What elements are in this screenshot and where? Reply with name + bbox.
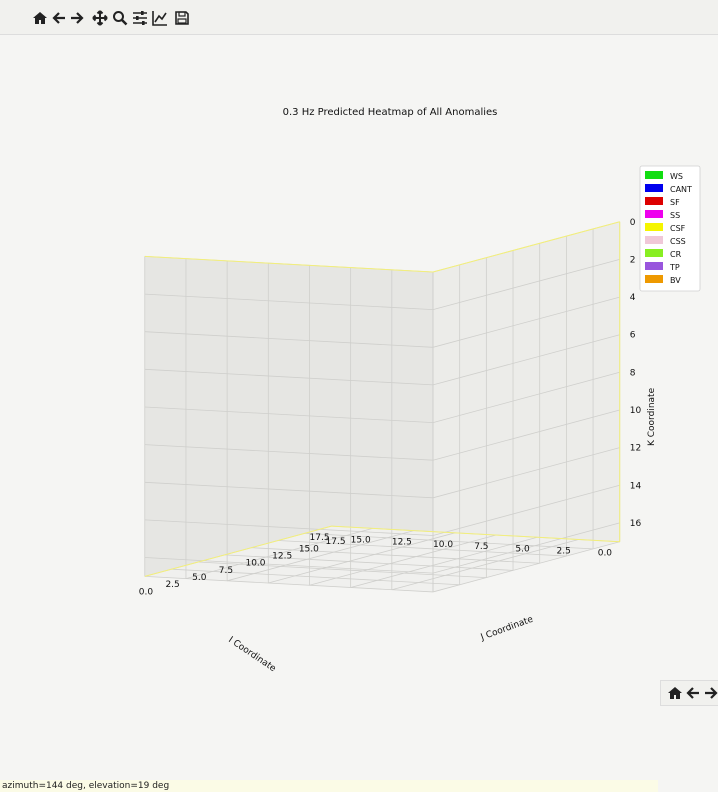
legend-label: CSF bbox=[670, 224, 686, 233]
chart-panes bbox=[144, 221, 620, 592]
secondary-toolbar bbox=[660, 680, 718, 706]
k-tick-label: 0 bbox=[630, 218, 636, 228]
k-tick-label: 14 bbox=[630, 481, 642, 491]
grid-line bbox=[227, 530, 414, 582]
legend-label: CR bbox=[670, 250, 682, 259]
grid-line bbox=[171, 568, 460, 586]
k-tick-label: 6 bbox=[630, 331, 636, 341]
grid-line bbox=[268, 532, 456, 584]
grid-line bbox=[144, 259, 620, 311]
j-tick-label: 2.5 bbox=[165, 580, 179, 590]
home-icon[interactable] bbox=[30, 8, 50, 28]
grid-line bbox=[278, 540, 567, 557]
i-tick-label: 15.0 bbox=[351, 535, 371, 545]
axis-edge bbox=[144, 525, 332, 577]
j-tick-label: 5.0 bbox=[192, 573, 207, 583]
save-icon[interactable] bbox=[172, 8, 192, 28]
j-axis-label: J Coordinate bbox=[479, 615, 535, 644]
grid-line bbox=[350, 536, 538, 588]
k-tick-label: 8 bbox=[630, 368, 636, 378]
legend-label: SS bbox=[670, 211, 680, 220]
legend-swatch bbox=[645, 236, 663, 244]
i-tick-label: 7.5 bbox=[474, 542, 488, 552]
j-tick-label: 0.0 bbox=[139, 587, 154, 597]
legend-label: WS bbox=[670, 172, 683, 181]
forward-arrow-icon[interactable] bbox=[701, 683, 718, 703]
chart-title: 0.3 Hz Predicted Heatmap of All Anomalie… bbox=[283, 107, 498, 118]
configure-subplots-icon[interactable] bbox=[130, 8, 150, 28]
status-readout: azimuth=144 deg, elevation=19 deg bbox=[0, 780, 658, 792]
grid-line bbox=[144, 296, 620, 348]
grid-line bbox=[304, 532, 594, 550]
grid-line bbox=[144, 409, 620, 461]
grid-line bbox=[224, 554, 514, 571]
j-tick-label: 12.5 bbox=[272, 551, 292, 561]
grid-line bbox=[144, 447, 620, 499]
j-tick-label: 15.0 bbox=[299, 544, 319, 554]
back-pane-j bbox=[433, 221, 620, 592]
grid-line bbox=[432, 541, 620, 593]
grid-line bbox=[144, 522, 620, 574]
grid-line bbox=[198, 561, 487, 578]
k-tick-label: 2 bbox=[630, 255, 636, 265]
j-tick-label: 17.5 bbox=[326, 537, 346, 547]
i-tick-label: 2.5 bbox=[557, 546, 571, 556]
legend-label: CSS bbox=[670, 237, 686, 246]
axis-edge bbox=[144, 255, 434, 273]
legend-swatch bbox=[645, 223, 663, 231]
i-tick-label: 12.5 bbox=[392, 538, 412, 548]
k-axis-label: K Coordinate bbox=[647, 387, 657, 446]
pan-icon[interactable] bbox=[90, 8, 110, 28]
voxel-chart[interactable]: 0.02.55.07.510.012.515.017.50.02.55.07.5… bbox=[0, 34, 718, 780]
grid-line bbox=[251, 547, 540, 564]
grid-line bbox=[185, 527, 373, 579]
legend-swatch bbox=[645, 275, 663, 283]
zoom-icon[interactable] bbox=[110, 8, 130, 28]
grid-line bbox=[144, 575, 434, 593]
toolbar bbox=[0, 0, 718, 35]
floor-pane bbox=[144, 526, 620, 592]
i-tick-label: 10.0 bbox=[433, 540, 453, 550]
legend-label: CANT bbox=[670, 185, 692, 194]
legend-swatch bbox=[645, 184, 663, 192]
grid-line bbox=[144, 334, 620, 386]
j-tick-label: 7.5 bbox=[219, 566, 233, 576]
k-tick-label: 16 bbox=[630, 519, 642, 529]
legend-label: TP bbox=[669, 263, 680, 272]
forward-arrow-icon[interactable] bbox=[67, 8, 87, 28]
legend-swatch bbox=[645, 249, 663, 257]
axis-edge bbox=[432, 221, 620, 273]
legend: WS CANT SF SS CSF CSS CR TP BV bbox=[639, 165, 701, 292]
chart-ticks: 0.02.55.07.510.012.515.017.50.02.55.07.5… bbox=[139, 218, 642, 598]
i-tick-label: 17.5 bbox=[310, 533, 330, 543]
back-arrow-icon[interactable] bbox=[49, 8, 69, 28]
legend-swatch bbox=[645, 197, 663, 205]
legend-label: BV bbox=[670, 276, 681, 285]
k-tick-label: 4 bbox=[630, 293, 636, 303]
grid-line bbox=[144, 484, 620, 536]
i-tick-label: 0.0 bbox=[598, 549, 613, 559]
axis-edge bbox=[331, 525, 620, 543]
legend-swatch bbox=[645, 262, 663, 270]
grid-line bbox=[391, 539, 579, 591]
legend-swatch bbox=[645, 171, 663, 179]
back-arrow-icon[interactable] bbox=[683, 683, 703, 703]
chart-grid bbox=[144, 221, 621, 593]
i-axis-label: I Coordinate bbox=[226, 635, 277, 674]
legend-label: SF bbox=[670, 198, 680, 207]
grid-line bbox=[144, 371, 620, 424]
k-tick-label: 10 bbox=[630, 406, 642, 416]
grid-line bbox=[309, 534, 497, 586]
edit-axis-icon[interactable] bbox=[150, 8, 170, 28]
k-tick-label: 12 bbox=[630, 444, 641, 454]
back-pane-i bbox=[144, 256, 434, 592]
legend-swatch bbox=[645, 210, 663, 218]
j-tick-label: 10.0 bbox=[245, 559, 265, 569]
home-icon[interactable] bbox=[665, 683, 685, 703]
i-tick-label: 5.0 bbox=[515, 544, 530, 554]
